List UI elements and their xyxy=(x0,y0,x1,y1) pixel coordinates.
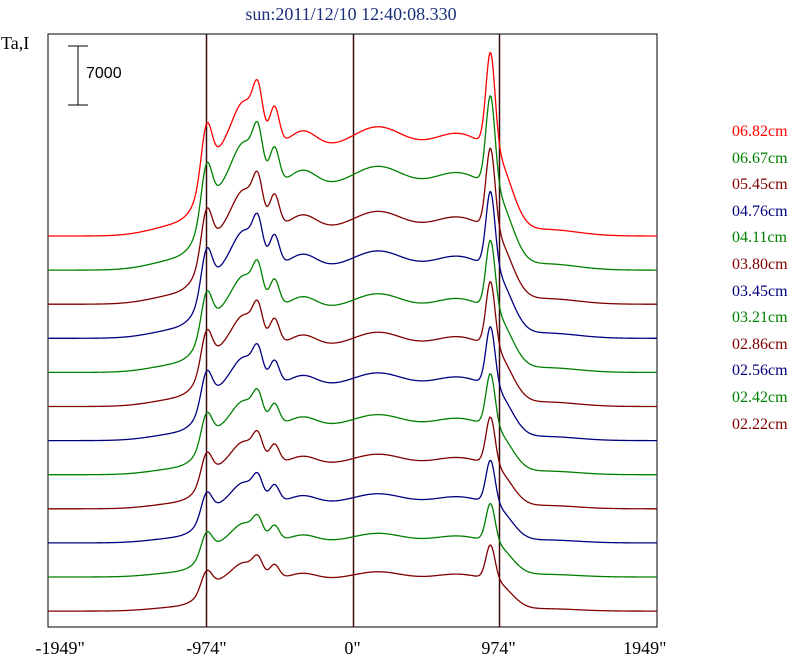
legend-item: 04.76cm xyxy=(732,202,788,220)
legend-item: 03.45cm xyxy=(732,282,788,300)
plot-frame xyxy=(47,33,658,628)
series-line-06.67cm xyxy=(48,94,657,271)
legend-item: 06.82cm xyxy=(732,123,788,140)
legend-item: 02.56cm xyxy=(732,362,788,380)
series-line-02.22cm xyxy=(48,544,657,612)
y-axis-label: Ta,I xyxy=(1,33,30,53)
series-line-02.42cm xyxy=(48,502,657,578)
legend-item: 02.86cm xyxy=(732,335,788,353)
x-tick-label: -1949" xyxy=(35,638,85,658)
series-line-06.82cm xyxy=(48,51,657,237)
x-tick-label: 0" xyxy=(344,638,361,658)
x-tick-label: -974" xyxy=(186,638,227,658)
series-line-03.21cm xyxy=(48,373,658,476)
x-tick-label: 1949" xyxy=(623,638,667,658)
legend: 06.82cm 06.67cm 05.45cm 04.76cm 04.11cm 03.80… xyxy=(732,119,788,438)
legend-item: 06.67cm xyxy=(732,149,788,167)
series-line-03.45cm xyxy=(48,326,658,442)
series-line-02.56cm xyxy=(48,459,657,544)
series-line-03.80cm xyxy=(48,280,657,408)
series-line-05.45cm xyxy=(48,147,657,305)
scale-bar-label: 7000 xyxy=(86,65,122,82)
chart-title: sun:2011/12/10 12:40:08.330 xyxy=(245,4,457,24)
legend-item: 05.45cm xyxy=(732,176,788,194)
legend-item: 02.22cm xyxy=(732,415,788,433)
legend-item: 03.80cm xyxy=(732,255,788,273)
legend-item: 02.42cm xyxy=(732,388,788,406)
series-line-02.86cm xyxy=(48,416,657,510)
legend-item: 03.21cm xyxy=(732,309,788,327)
legend-item: 04.11cm xyxy=(732,229,787,247)
x-tick-label: 974" xyxy=(481,638,516,658)
series-line-04.76cm xyxy=(48,190,657,339)
series-line-04.11cm xyxy=(48,239,657,374)
